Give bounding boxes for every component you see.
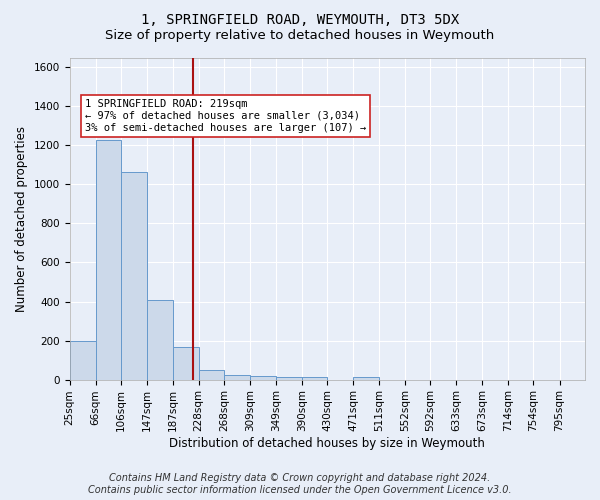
Bar — [199, 370, 224, 380]
Bar — [302, 376, 327, 380]
Bar — [250, 376, 276, 380]
Text: 1 SPRINGFIELD ROAD: 219sqm
← 97% of detached houses are smaller (3,034)
3% of se: 1 SPRINGFIELD ROAD: 219sqm ← 97% of deta… — [85, 100, 366, 132]
Text: 1, SPRINGFIELD ROAD, WEYMOUTH, DT3 5DX: 1, SPRINGFIELD ROAD, WEYMOUTH, DT3 5DX — [141, 12, 459, 26]
Bar — [224, 374, 250, 380]
Text: Contains HM Land Registry data © Crown copyright and database right 2024.
Contai: Contains HM Land Registry data © Crown c… — [88, 474, 512, 495]
Bar — [353, 376, 379, 380]
Bar — [276, 376, 302, 380]
Y-axis label: Number of detached properties: Number of detached properties — [15, 126, 28, 312]
Bar — [121, 172, 147, 380]
Bar — [70, 340, 95, 380]
Text: Size of property relative to detached houses in Weymouth: Size of property relative to detached ho… — [106, 29, 494, 42]
Bar — [147, 300, 173, 380]
Bar — [173, 348, 199, 380]
X-axis label: Distribution of detached houses by size in Weymouth: Distribution of detached houses by size … — [169, 437, 485, 450]
Bar — [95, 140, 121, 380]
